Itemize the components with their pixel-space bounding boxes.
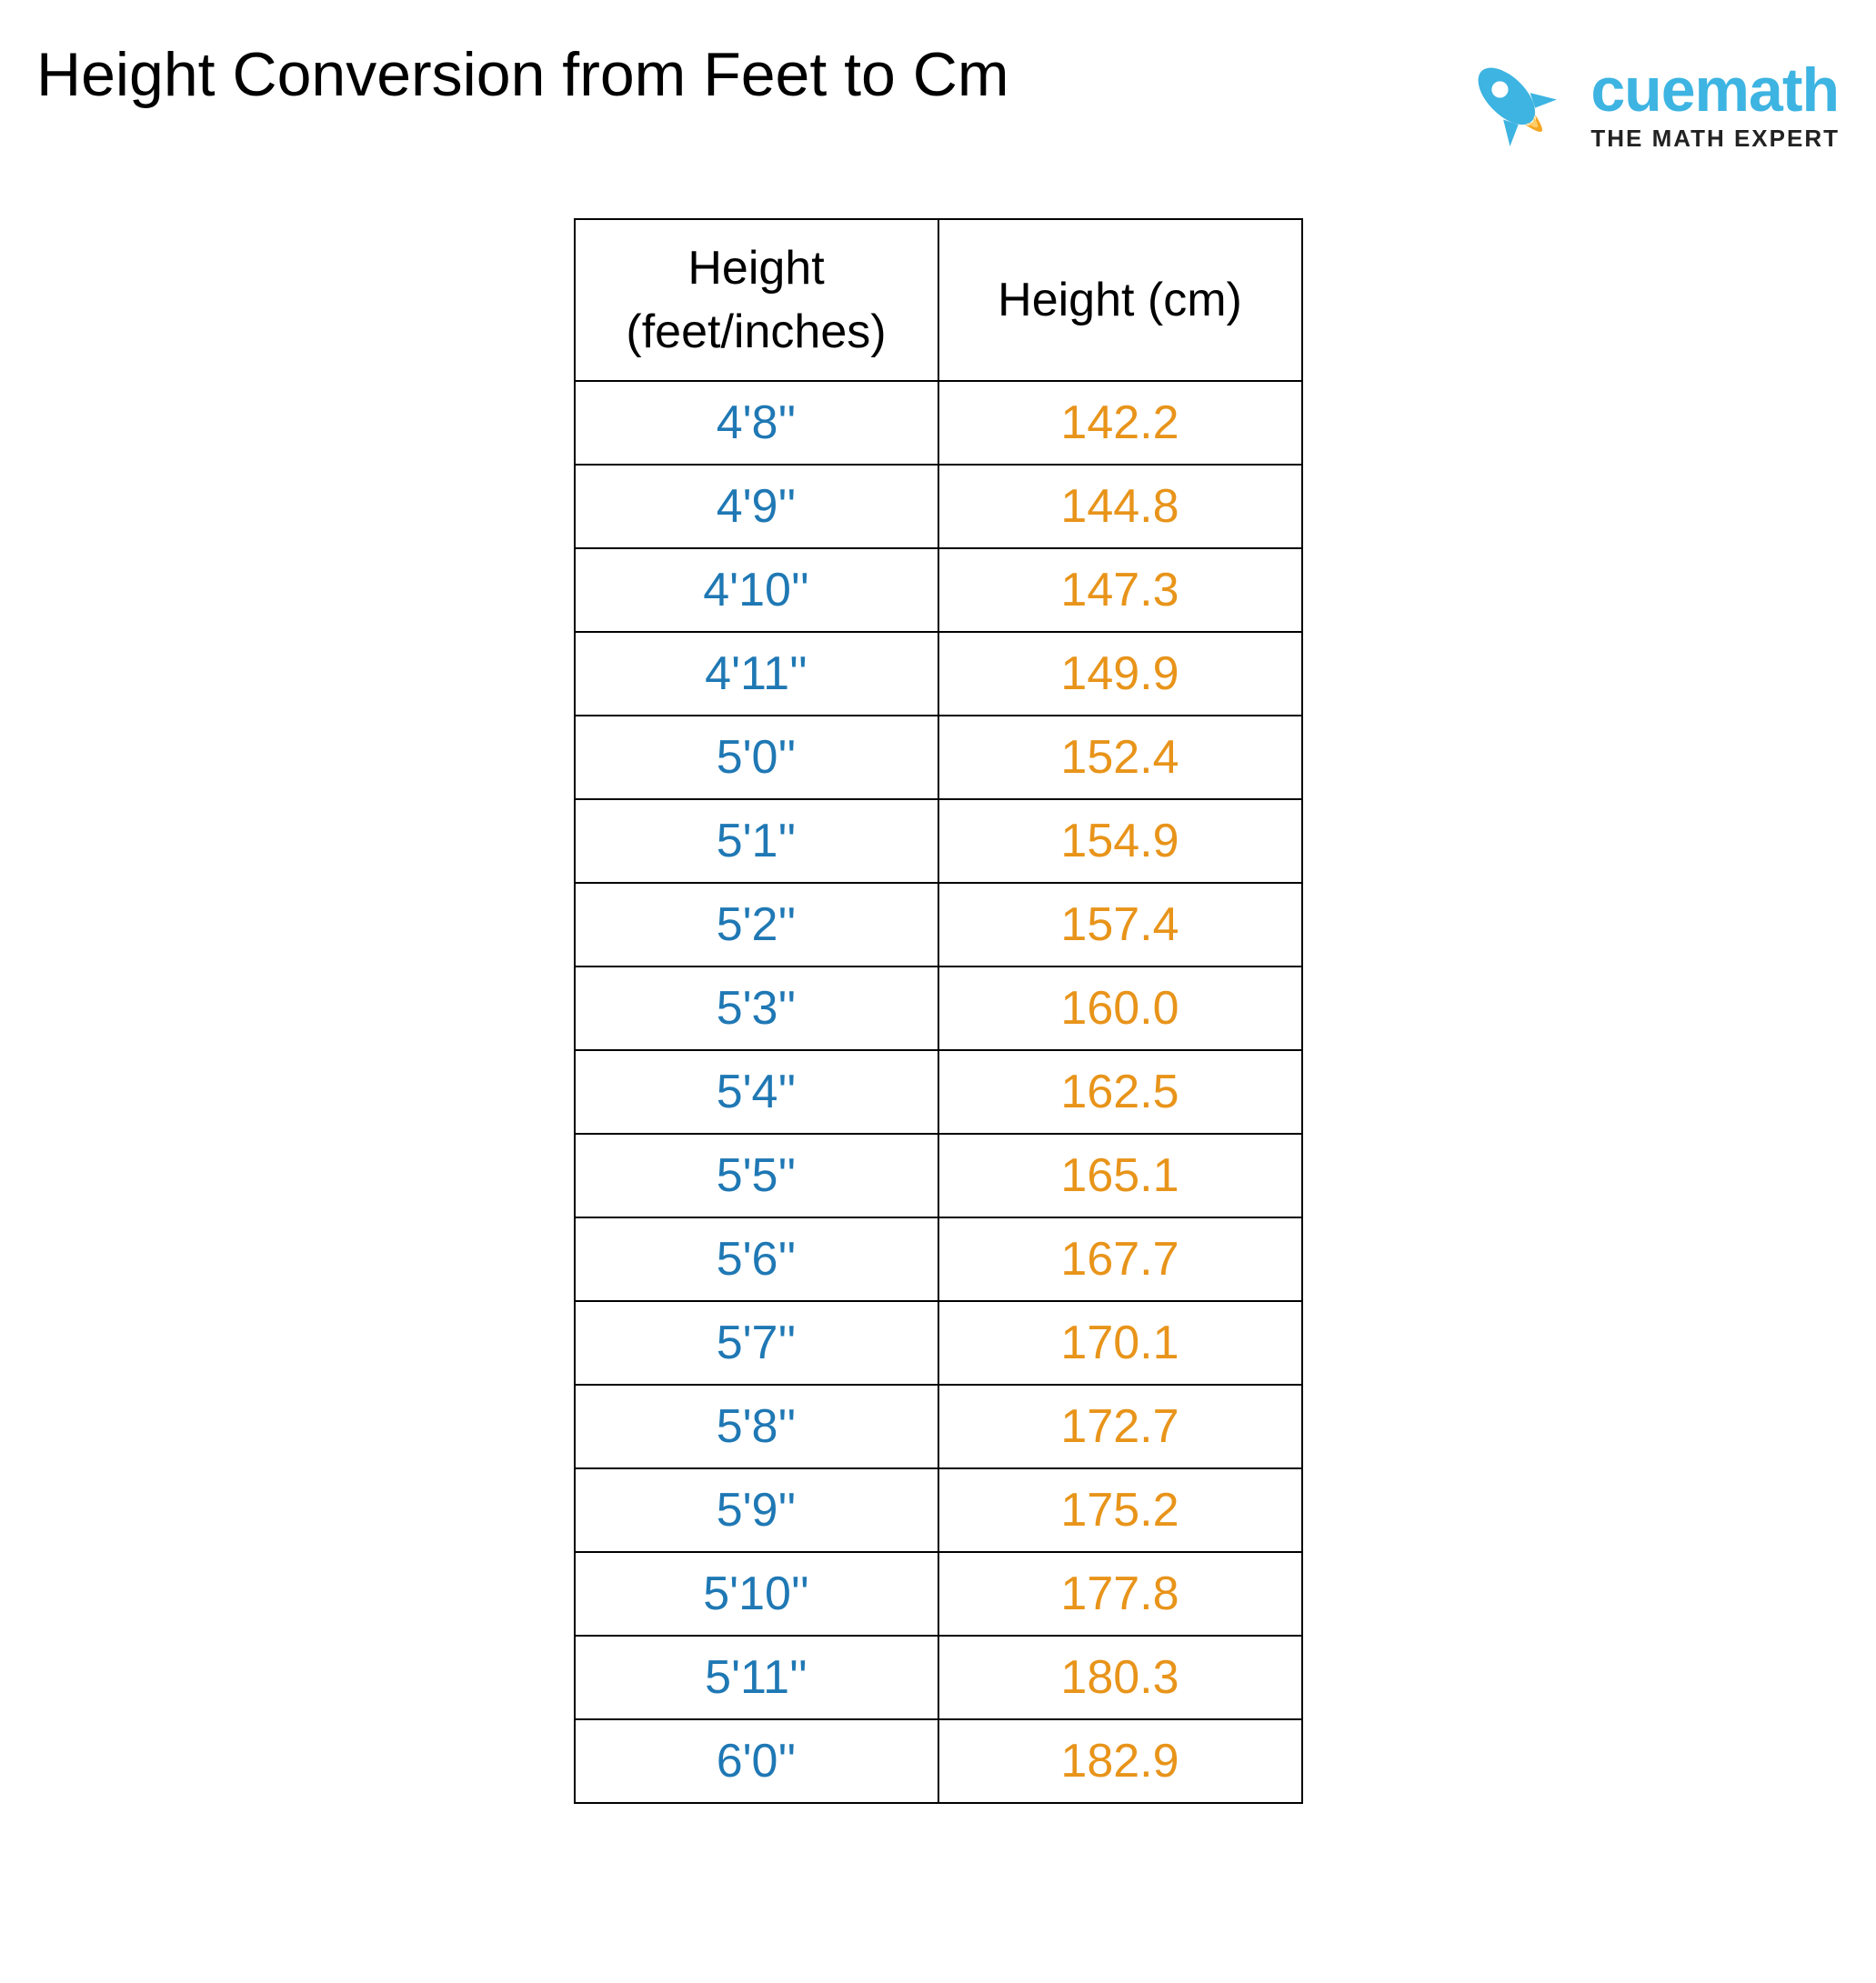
table-row: 4'11''149.9 (575, 632, 1302, 716)
header: Height Conversion from Feet to Cm cuemat… (36, 36, 1840, 164)
feet-inches-cell: 6'0'' (575, 1719, 938, 1803)
feet-inches-cell: 5'2'' (575, 883, 938, 966)
cm-cell: 182.9 (938, 1719, 1302, 1803)
table-header-row: Height (feet/inches) Height (cm) (575, 219, 1302, 381)
column-header-cm: Height (cm) (938, 219, 1302, 381)
cm-cell: 160.0 (938, 966, 1302, 1050)
table-row: 4'10''147.3 (575, 548, 1302, 632)
cm-cell: 167.7 (938, 1217, 1302, 1301)
table-row: 5'0''152.4 (575, 716, 1302, 799)
table-row: 5'1''154.9 (575, 799, 1302, 883)
cm-cell: 170.1 (938, 1301, 1302, 1385)
cm-cell: 162.5 (938, 1050, 1302, 1134)
feet-inches-cell: 5'4'' (575, 1050, 938, 1134)
feet-inches-cell: 5'1'' (575, 799, 938, 883)
table-row: 5'5''165.1 (575, 1134, 1302, 1217)
cm-cell: 152.4 (938, 716, 1302, 799)
table-row: 5'10''177.8 (575, 1552, 1302, 1636)
feet-inches-cell: 5'7'' (575, 1301, 938, 1385)
cm-cell: 154.9 (938, 799, 1302, 883)
table-row: 5'2''157.4 (575, 883, 1302, 966)
feet-inches-cell: 5'6'' (575, 1217, 938, 1301)
cm-cell: 142.2 (938, 381, 1302, 465)
feet-inches-cell: 5'3'' (575, 966, 938, 1050)
table-row: 5'7''170.1 (575, 1301, 1302, 1385)
cm-cell: 175.2 (938, 1468, 1302, 1552)
cm-cell: 165.1 (938, 1134, 1302, 1217)
feet-inches-cell: 5'0'' (575, 716, 938, 799)
table-row: 5'11''180.3 (575, 1636, 1302, 1719)
feet-inches-cell: 4'8'' (575, 381, 938, 465)
cm-cell: 177.8 (938, 1552, 1302, 1636)
feet-inches-cell: 5'5'' (575, 1134, 938, 1217)
cm-cell: 172.7 (938, 1385, 1302, 1468)
conversion-table: Height (feet/inches) Height (cm) 4'8''14… (574, 218, 1303, 1804)
logo-brand-text: cuemath (1590, 59, 1840, 121)
table-row: 6'0''182.9 (575, 1719, 1302, 1803)
rocket-icon (1456, 45, 1574, 164)
table-row: 5'8''172.7 (575, 1385, 1302, 1468)
table-row: 5'4''162.5 (575, 1050, 1302, 1134)
page-title: Height Conversion from Feet to Cm (36, 36, 1009, 114)
table-row: 4'9''144.8 (575, 465, 1302, 548)
table-body: 4'8''142.24'9''144.84'10''147.34'11''149… (575, 381, 1302, 1803)
conversion-table-container: Height (feet/inches) Height (cm) 4'8''14… (36, 218, 1840, 1804)
cm-cell: 180.3 (938, 1636, 1302, 1719)
table-row: 5'9''175.2 (575, 1468, 1302, 1552)
logo-tagline: THE MATH EXPERT (1590, 126, 1840, 150)
feet-inches-cell: 4'9'' (575, 465, 938, 548)
table-row: 4'8''142.2 (575, 381, 1302, 465)
table-row: 5'6''167.7 (575, 1217, 1302, 1301)
feet-inches-cell: 4'11'' (575, 632, 938, 716)
feet-inches-cell: 5'9'' (575, 1468, 938, 1552)
brand-logo: cuemath THE MATH EXPERT (1456, 36, 1840, 164)
cm-cell: 149.9 (938, 632, 1302, 716)
column-header-feet: Height (feet/inches) (575, 219, 938, 381)
logo-text: cuemath THE MATH EXPERT (1590, 59, 1840, 150)
feet-inches-cell: 5'8'' (575, 1385, 938, 1468)
table-row: 5'3''160.0 (575, 966, 1302, 1050)
cm-cell: 147.3 (938, 548, 1302, 632)
feet-inches-cell: 4'10'' (575, 548, 938, 632)
feet-inches-cell: 5'10'' (575, 1552, 938, 1636)
cm-cell: 157.4 (938, 883, 1302, 966)
cm-cell: 144.8 (938, 465, 1302, 548)
feet-inches-cell: 5'11'' (575, 1636, 938, 1719)
